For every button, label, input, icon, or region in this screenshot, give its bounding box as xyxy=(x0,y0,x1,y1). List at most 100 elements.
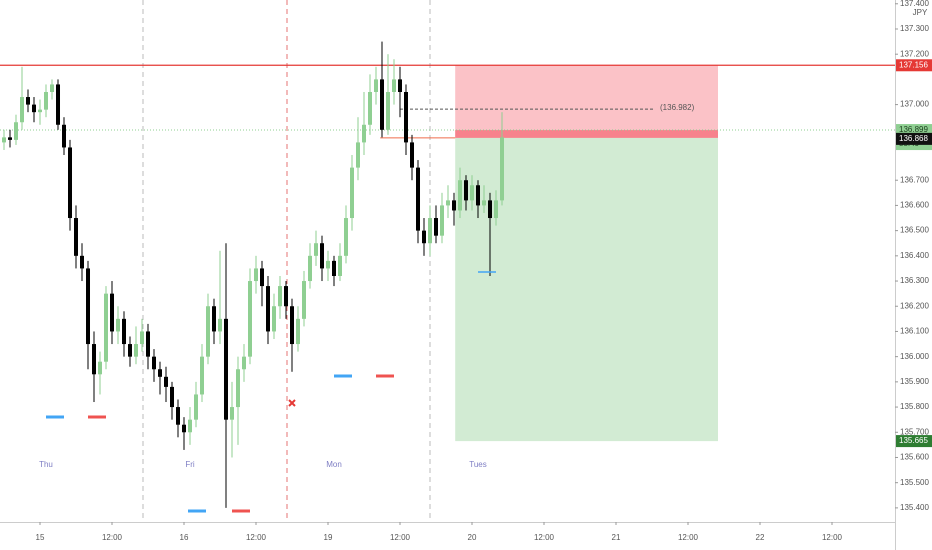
candle-body xyxy=(452,200,457,211)
candle-body xyxy=(296,318,301,345)
y-tick-label: 135.900 xyxy=(900,377,929,386)
candle-body xyxy=(500,137,505,201)
x-tick-label: 12:00 xyxy=(534,533,555,542)
candle-body xyxy=(98,361,103,375)
y-tick-label: 137.400 xyxy=(900,0,929,8)
last-price-label: 136.899 xyxy=(899,125,928,134)
candle-body xyxy=(290,306,295,345)
y-tick-label: 135.800 xyxy=(900,402,929,411)
candle-body xyxy=(32,104,37,113)
candle-body xyxy=(272,306,277,332)
x-tick-label: 12:00 xyxy=(678,533,699,542)
y-tick-label: 135.700 xyxy=(900,427,929,436)
candle-body xyxy=(410,142,415,168)
candle-body xyxy=(446,200,451,206)
candle-body xyxy=(146,331,151,357)
candle-body xyxy=(26,97,31,105)
candle-body xyxy=(38,109,43,113)
y-tick-label: 136.300 xyxy=(900,276,929,285)
candle-body xyxy=(362,124,367,143)
candle-body xyxy=(14,122,19,140)
candle-body xyxy=(92,344,97,375)
candle-body xyxy=(302,281,307,319)
candle-body xyxy=(368,91,373,125)
candle-body xyxy=(176,407,181,425)
x-tick-label: 22 xyxy=(756,533,765,542)
candle-body xyxy=(260,268,265,287)
candle-body xyxy=(158,369,163,377)
candle-body xyxy=(2,137,7,143)
candle-body xyxy=(164,376,169,387)
candle-body xyxy=(194,394,199,420)
candle-body xyxy=(110,293,115,332)
session-label: Tues xyxy=(469,460,487,469)
y-tick-label: 135.400 xyxy=(900,503,929,512)
candle-body xyxy=(20,97,25,123)
candle-body xyxy=(266,286,271,332)
last-price-label-box xyxy=(896,124,932,137)
candle-body xyxy=(134,344,139,357)
y-tick-label: 135.600 xyxy=(900,453,929,462)
stop-zone xyxy=(455,65,719,138)
x-tick-label: 15 xyxy=(36,533,45,542)
candle-body xyxy=(416,167,421,231)
candle-body xyxy=(488,200,493,219)
candle-body xyxy=(320,243,325,269)
candle-body xyxy=(458,180,463,211)
candle-body xyxy=(104,293,109,362)
candle-body xyxy=(224,318,229,420)
candle-body xyxy=(122,318,127,345)
time-axis xyxy=(0,522,895,550)
y-tick-label: 136.000 xyxy=(900,352,929,361)
candle-body xyxy=(236,369,241,408)
level-label-box xyxy=(896,59,932,72)
y-tick-label: 136.600 xyxy=(900,201,929,210)
y-tick-label: 137.300 xyxy=(900,24,929,33)
y-tick-label: 136.500 xyxy=(900,226,929,235)
candle-body xyxy=(212,306,217,332)
candle-body xyxy=(80,255,85,269)
candle-body xyxy=(392,79,397,92)
candle-body xyxy=(170,386,175,408)
candle-body xyxy=(482,200,487,206)
candle-body xyxy=(350,167,355,219)
candle-body xyxy=(248,281,253,357)
y-tick-label: 137.200 xyxy=(900,49,929,58)
candle-body xyxy=(356,142,361,168)
candle-body xyxy=(338,255,343,276)
session-label: Thu xyxy=(39,460,53,469)
candle-body xyxy=(476,185,481,206)
x-tick-label: 16 xyxy=(180,533,189,542)
x-tick-label: 19 xyxy=(324,533,333,542)
x-marker xyxy=(288,399,296,407)
candle-body xyxy=(56,84,61,125)
candle-body xyxy=(200,356,205,395)
candle-body xyxy=(152,356,157,370)
x-tick-label: 12:00 xyxy=(102,533,123,542)
y-tick-label: 137.000 xyxy=(900,100,929,109)
y-tick-label: 135.500 xyxy=(900,478,929,487)
candle-body xyxy=(386,91,391,130)
candle-body xyxy=(332,260,337,276)
candle-body xyxy=(344,218,349,256)
candle-body xyxy=(68,147,73,219)
candle-body xyxy=(374,79,379,92)
x-tick-label: 21 xyxy=(612,533,621,542)
candle-body xyxy=(434,218,439,236)
candle-body xyxy=(404,91,409,143)
entry-label: 136.868 xyxy=(899,134,928,143)
candle-body xyxy=(206,306,211,357)
candle-body xyxy=(254,268,259,282)
candle-body xyxy=(308,255,313,282)
entry-label-box xyxy=(896,132,932,145)
candle-body xyxy=(62,124,67,148)
candle-body xyxy=(140,331,145,345)
candle-body xyxy=(242,356,247,370)
candle-body xyxy=(284,286,289,307)
candle-body xyxy=(116,318,121,332)
y-tick-label: 136.200 xyxy=(900,301,929,310)
candle-body xyxy=(464,180,469,201)
y-tick-label: 136.100 xyxy=(900,327,929,336)
candle-body xyxy=(128,344,133,357)
